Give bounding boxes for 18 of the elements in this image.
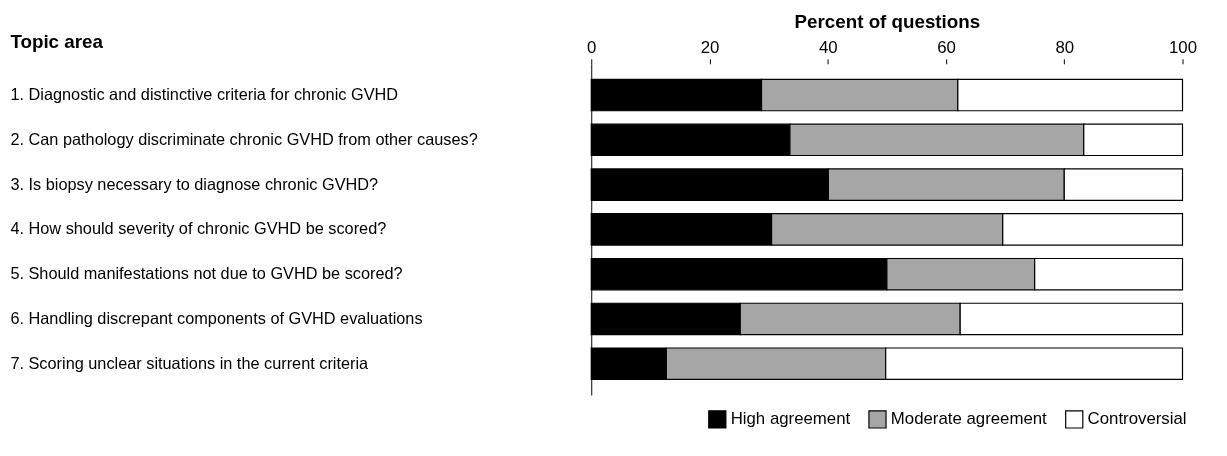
x-tick-label: 40 xyxy=(818,38,838,58)
x-tick-label: 0 xyxy=(587,38,597,58)
y-tick-label: 7. Scoring unclear situations in the current criteria xyxy=(10,353,370,372)
x-tick-label: 60 xyxy=(937,38,956,58)
x-axis-title: Percent of questions xyxy=(794,10,981,32)
x-tick-label: 80 xyxy=(1055,38,1075,58)
y-tick-label: 6. Handling discrepant components of GVHD evaluations xyxy=(10,308,423,327)
x-tick-label: 20 xyxy=(700,38,720,58)
x-tick-label: 100 xyxy=(1168,38,1198,58)
legend-label: Moderate agreement xyxy=(890,409,1048,429)
legend-label: Controversial xyxy=(1087,409,1187,429)
y-tick-label: 5. Should manifestations not due to GVHD be scored? xyxy=(10,264,403,283)
y-tick-label: 4. How should severity of chronic GVHD be scored? xyxy=(10,219,387,238)
y-tick-label: 2. Can pathology discriminate chronic GVHD from other causes? xyxy=(10,129,478,148)
legend-label: High agreement xyxy=(730,409,851,429)
y-tick-label: 3. Is biopsy necessary to diagnose chronic GVHD? xyxy=(10,174,379,193)
y-axis-title: Topic area xyxy=(10,31,104,53)
y-tick-label: 1. Diagnostic and distinctive criteria for chronic GVHD xyxy=(10,85,399,104)
